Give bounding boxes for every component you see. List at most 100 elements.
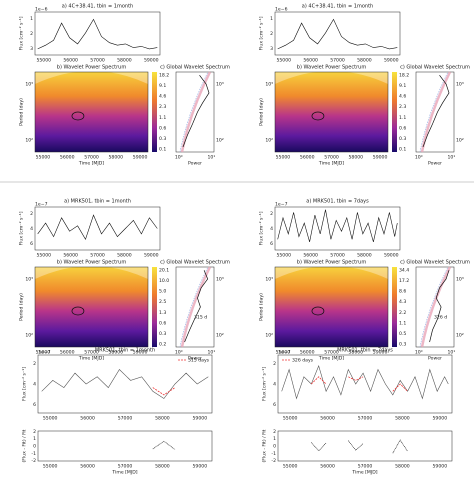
y-tick-label: 10³ bbox=[265, 277, 273, 283]
x-tick-label: 59000 bbox=[144, 58, 159, 64]
x-tick-label: 59000 bbox=[144, 253, 159, 259]
light-curve bbox=[277, 18, 398, 50]
x-tick-label: 10¹ bbox=[447, 155, 455, 161]
x-tick-label: 56000 bbox=[80, 464, 95, 470]
y-tick-label: 2 bbox=[273, 361, 276, 367]
confidence-band bbox=[420, 266, 452, 348]
panel-title: b) Wavelet Power Spectrum bbox=[57, 260, 127, 266]
colorbar-label: 2.5 bbox=[159, 299, 166, 305]
colorbar-label: 9.1 bbox=[399, 83, 406, 89]
x-tick-label: 56000 bbox=[80, 416, 95, 422]
light-curve bbox=[277, 209, 398, 242]
confidence-band bbox=[420, 71, 452, 153]
colorbar bbox=[152, 72, 157, 152]
x-tick-label: 55000 bbox=[276, 58, 291, 64]
wavelet-map bbox=[35, 72, 148, 152]
y-tick-label: 10² bbox=[25, 138, 33, 144]
x-tick-label: 10⁰ bbox=[415, 350, 423, 356]
global-spectrum bbox=[184, 270, 209, 343]
y-tick-label: 0 bbox=[33, 444, 36, 450]
cone-of-influence bbox=[275, 266, 388, 279]
y-tick-label: 10³ bbox=[25, 82, 33, 88]
y-axis-label: Period (day) bbox=[19, 98, 25, 126]
y-axis-label: (Flux - Fit) / Fit bbox=[22, 429, 28, 462]
y-tick-label: 2 bbox=[30, 31, 33, 37]
significance-line bbox=[419, 71, 449, 153]
fit-curve bbox=[311, 376, 408, 392]
x-axis-label: Time [MJD] bbox=[78, 356, 104, 362]
panel-title: MRK501, tbin = 1month bbox=[95, 348, 155, 354]
colorbar-label: 0.3 bbox=[159, 136, 166, 142]
x-tick-label: 56000 bbox=[63, 58, 78, 64]
y-tick-label: 10³ bbox=[456, 82, 464, 88]
x-tick-label: 55000 bbox=[276, 253, 291, 259]
colorbar-label: 20.1 bbox=[159, 268, 169, 274]
colorbar-label: 0.6 bbox=[159, 320, 166, 326]
plot-frame bbox=[274, 11, 401, 56]
x-tick-label: 57000 bbox=[118, 464, 133, 470]
x-tick-label: 55000 bbox=[276, 155, 291, 161]
y-tick-label: 1 bbox=[273, 436, 276, 442]
y-axis-label: Flux [cm⁻² s⁻¹] bbox=[259, 16, 265, 50]
colorbar-label: 4.6 bbox=[399, 94, 406, 100]
y-tick-label: 4 bbox=[273, 382, 276, 388]
y-tick-label: 6 bbox=[273, 402, 276, 408]
light-curve bbox=[37, 18, 158, 50]
panel-title: c) Global Wavelet Spectrum bbox=[160, 260, 230, 266]
y-tick-label: 2 bbox=[273, 429, 276, 435]
x-tick-label: 56000 bbox=[300, 155, 315, 161]
axis-scale: 1e−7 bbox=[275, 202, 288, 208]
plot-frame bbox=[175, 71, 215, 153]
panel-title: a) 4C+38.41, tbin = 1month bbox=[62, 4, 133, 10]
residual-curve bbox=[311, 439, 408, 454]
y-axis-label: Period (day) bbox=[259, 293, 265, 321]
colorbar bbox=[152, 267, 157, 347]
x-tick-label: 58000 bbox=[108, 350, 123, 356]
colorbar-label: 2.3 bbox=[159, 104, 166, 110]
y-axis-label: Flux [cm⁻² s⁻¹] bbox=[19, 211, 25, 245]
fit-curve bbox=[152, 387, 176, 396]
y-tick-label: 10² bbox=[265, 138, 273, 144]
x-tick-label: 56000 bbox=[60, 350, 75, 356]
significance-contour bbox=[311, 306, 325, 316]
plot-frame bbox=[415, 266, 455, 348]
x-tick-label: 10¹ bbox=[207, 155, 215, 161]
x-tick-label: 56000 bbox=[320, 464, 335, 470]
y-tick-label: 10² bbox=[216, 333, 224, 339]
y-tick-label: 4 bbox=[270, 226, 273, 232]
panel-title: a) MRK501, tbin = 7days bbox=[306, 199, 369, 205]
cone-of-influence bbox=[275, 71, 388, 84]
x-tick-label: 56000 bbox=[63, 253, 78, 259]
y-tick-label: -1 bbox=[31, 451, 36, 457]
plot-frame bbox=[175, 266, 215, 348]
colorbar-label: 0.3 bbox=[399, 136, 406, 142]
colorbar-label: 0.2 bbox=[159, 342, 166, 348]
x-tick-label: 55000 bbox=[276, 350, 291, 356]
plot-frame bbox=[37, 354, 213, 414]
panel-title: a) 4C+38.41, tbin = 1month bbox=[302, 4, 373, 10]
colorbar-label: 0.1 bbox=[399, 147, 406, 153]
colorbar-label: 2.3 bbox=[399, 104, 406, 110]
x-axis-label: Power bbox=[428, 356, 442, 362]
x-tick-label: 55000 bbox=[36, 155, 51, 161]
significance-line bbox=[179, 266, 209, 348]
x-axis-label: Power bbox=[188, 356, 202, 362]
colorbar-label: 0.3 bbox=[399, 342, 406, 348]
period-annotation: 326 d bbox=[434, 315, 447, 321]
x-tick-label: 58000 bbox=[155, 416, 170, 422]
colorbar-label: 4.3 bbox=[399, 299, 406, 305]
global-spectrum bbox=[422, 74, 450, 148]
wavelet-map bbox=[35, 267, 148, 347]
y-tick-label: 1 bbox=[270, 16, 273, 22]
y-tick-label: 6 bbox=[33, 402, 36, 408]
y-tick-label: 10³ bbox=[216, 277, 224, 283]
panel-title: b) Wavelet Power Spectrum bbox=[297, 260, 367, 266]
y-axis-label: (Flux - Fit) / Fit bbox=[262, 429, 268, 462]
y-tick-label: 2 bbox=[33, 361, 36, 367]
y-tick-label: 6 bbox=[270, 241, 273, 247]
x-tick-label: 57000 bbox=[84, 350, 99, 356]
x-tick-label: 57000 bbox=[330, 253, 345, 259]
colorbar-label: 1.1 bbox=[399, 115, 406, 121]
x-tick-label: 10⁰ bbox=[175, 350, 183, 356]
significance-line bbox=[419, 266, 449, 348]
